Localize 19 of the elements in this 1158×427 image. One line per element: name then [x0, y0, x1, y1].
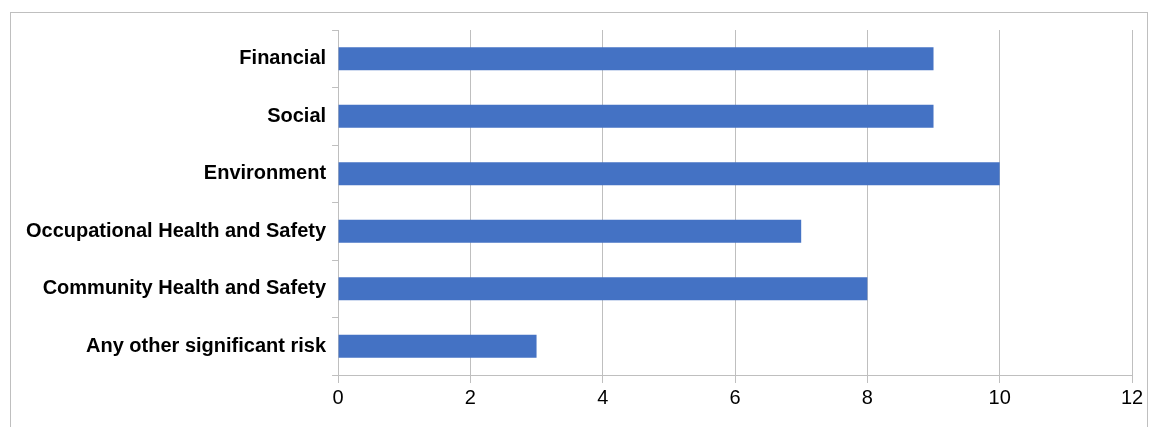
bar	[338, 334, 537, 358]
bar	[338, 219, 802, 243]
x-tick-label: 10	[988, 385, 1011, 408]
bar	[338, 47, 934, 71]
bar	[338, 277, 868, 301]
y-tick-label: Occupational Health and Safety	[25, 218, 327, 241]
bar	[338, 104, 934, 128]
bar	[338, 162, 1000, 186]
y-tick-label: Social	[267, 103, 327, 126]
y-tick-label: Environment	[203, 161, 327, 184]
x-tick-label: 2	[464, 385, 476, 408]
y-tick-label: Financial	[239, 46, 327, 69]
x-tick-label: 4	[597, 385, 609, 408]
y-tick-label: Community Health and Safety	[42, 276, 327, 299]
x-tick-label: 0	[332, 385, 344, 408]
x-tick-label: 6	[729, 385, 741, 408]
x-tick-label: 8	[861, 385, 873, 408]
x-tick-label: 12	[1120, 385, 1144, 408]
y-tick-label: Any other significant risk	[86, 333, 327, 356]
